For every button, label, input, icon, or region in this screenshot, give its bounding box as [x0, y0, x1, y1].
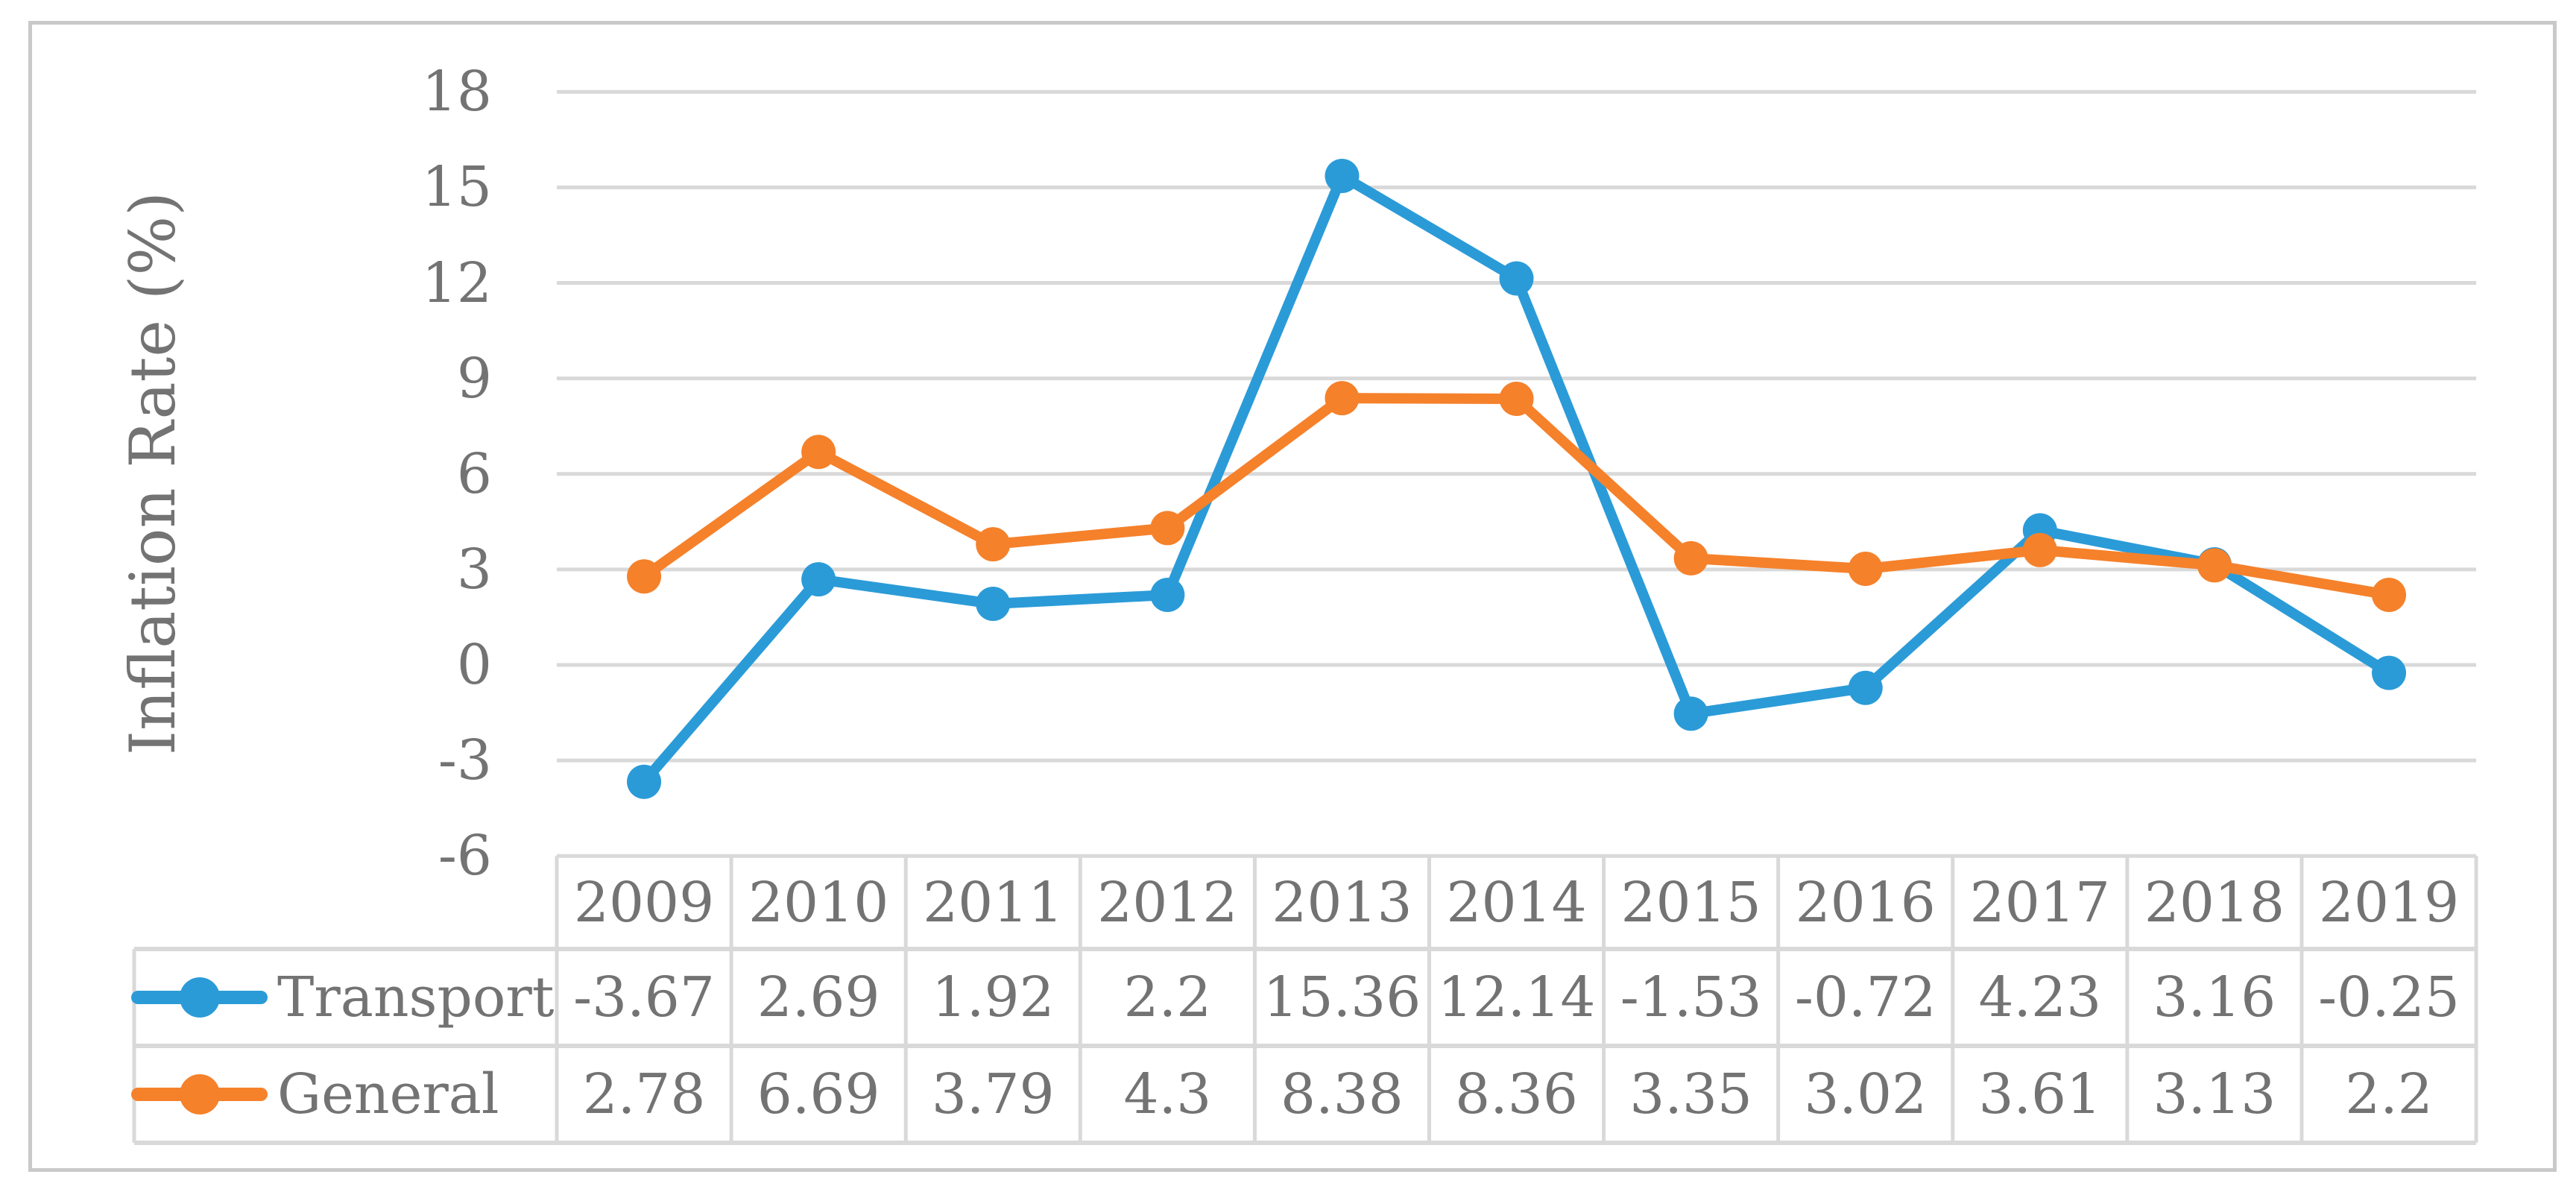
value-cell-transport: 2.69	[757, 965, 880, 1029]
year-header-cell: 2015	[1620, 870, 1761, 935]
year-header-cell: 2014	[1446, 870, 1587, 935]
series-marker-general	[1150, 511, 1185, 546]
value-cell-general: 3.79	[931, 1062, 1055, 1126]
legend-label-transport: Transport	[277, 965, 555, 1029]
value-cell-general: 2.78	[582, 1062, 706, 1126]
series-marker-transport	[801, 562, 836, 597]
value-cell-transport: 2.2	[1123, 965, 1212, 1029]
series-marker-general	[1499, 381, 1534, 416]
series-marker-transport	[976, 587, 1011, 622]
year-header-cell: 2019	[2318, 870, 2460, 935]
series-marker-general	[2022, 532, 2057, 567]
legend-label-general: General	[277, 1062, 499, 1126]
y-tick-label-15: 15	[421, 155, 492, 220]
value-cell-general: 3.35	[1629, 1062, 1753, 1126]
year-header-cell: 2018	[2144, 870, 2285, 935]
series-marker-general	[1848, 552, 1883, 587]
series-marker-general	[2372, 578, 2407, 613]
value-cell-general: 4.3	[1123, 1062, 1212, 1126]
year-header-cell: 2009	[573, 870, 715, 935]
series-marker-general	[1325, 381, 1360, 416]
series-marker-transport	[1150, 578, 1185, 613]
value-cell-general: 8.38	[1281, 1062, 1404, 1126]
series-marker-general	[2197, 548, 2232, 583]
series-marker-transport	[627, 764, 662, 799]
value-cell-general: 2.2	[2345, 1062, 2433, 1126]
series-marker-transport	[1848, 670, 1883, 705]
y-tick-label--6: -6	[438, 824, 492, 889]
series-marker-general	[801, 435, 836, 470]
y-tick-label-6: 6	[456, 441, 492, 506]
legend-key-marker-transport	[180, 977, 220, 1018]
value-cell-transport: -3.67	[573, 965, 715, 1029]
year-header-cell: 2016	[1795, 870, 1936, 935]
y-axis-title: Inflation Rate (%)	[116, 191, 189, 756]
chart-outer-frame	[28, 21, 2557, 1172]
series-marker-transport	[1499, 261, 1534, 296]
value-cell-transport: 1.92	[931, 965, 1055, 1029]
value-cell-transport: 12.14	[1437, 965, 1596, 1029]
y-tick-label-18: 18	[421, 60, 492, 124]
value-cell-general: 3.13	[2153, 1062, 2276, 1126]
year-header-cell: 2010	[748, 870, 889, 935]
y-tick-label-12: 12	[421, 250, 492, 315]
year-header-cell: 2012	[1097, 870, 1238, 935]
value-cell-transport: -0.25	[2318, 965, 2460, 1029]
series-marker-general	[976, 527, 1011, 562]
year-header-cell: 2011	[923, 870, 1064, 935]
series-marker-transport	[1325, 159, 1360, 194]
value-cell-general: 8.36	[1455, 1062, 1578, 1126]
value-cell-transport: -0.72	[1794, 965, 1936, 1029]
series-line-general	[639, 393, 2395, 601]
y-tick-label--3: -3	[438, 728, 492, 793]
series-marker-transport	[2372, 655, 2407, 690]
value-cell-transport: 4.23	[1978, 965, 2102, 1029]
series-marker-general	[1673, 540, 1708, 575]
y-tick-label-0: 0	[456, 633, 492, 697]
value-cell-general: 3.02	[1804, 1062, 1928, 1126]
legend-key-marker-general	[180, 1074, 220, 1114]
value-cell-transport: -1.53	[1620, 965, 1762, 1029]
value-cell-transport: 15.36	[1263, 965, 1421, 1029]
y-tick-label-9: 9	[456, 346, 492, 411]
value-cell-transport: 3.16	[2153, 965, 2276, 1029]
year-header-cell: 2013	[1272, 870, 1412, 935]
year-header-cell: 2017	[1969, 870, 2110, 935]
y-tick-label-3: 3	[456, 537, 492, 602]
value-cell-general: 6.69	[757, 1062, 880, 1126]
value-cell-general: 3.61	[1978, 1062, 2102, 1126]
series-marker-general	[627, 559, 662, 594]
series-marker-transport	[1673, 696, 1708, 731]
